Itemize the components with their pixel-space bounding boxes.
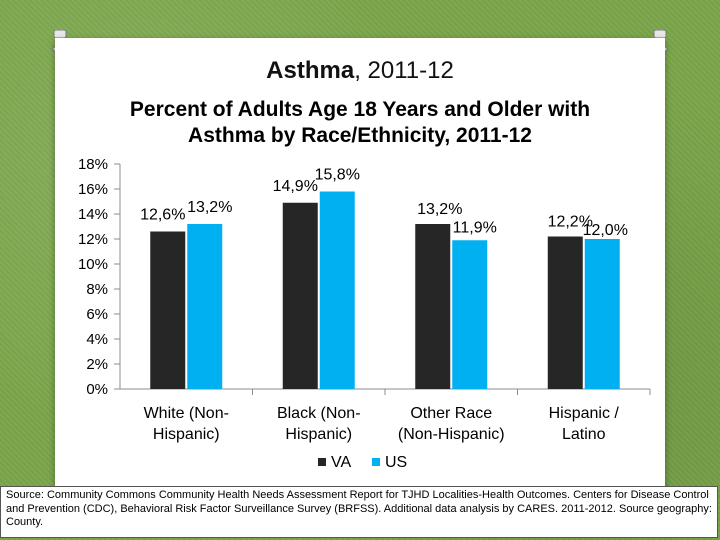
slide-title-main: Asthma [266,57,355,84]
bar-va [150,231,186,389]
y-tick-label: 10% [78,256,108,273]
y-tick-label: 12% [78,231,108,248]
bar-va [547,236,583,389]
category-label: Hispanic / [549,405,620,422]
slide-title: Asthma, 2011-12 [0,57,720,85]
data-label-us: 11,9% [453,219,497,236]
y-tick-label: 8% [86,281,108,298]
data-label-va: 12,6% [140,207,185,224]
y-tick-label: 16% [78,181,108,198]
chart-title: Percent of Adults Age 18 Years and Older… [110,97,610,149]
legend-label-us: US [385,454,407,471]
data-label-us: 12,0% [583,222,628,239]
bar-va [415,224,451,389]
bar-chart: 0%2%4%6%8%10%12%14%16%18% 12,6% 13,2%14,9… [78,156,651,471]
category-label: Other Race [410,405,492,422]
data-label-va: 12,2% [548,214,593,231]
chart-title-line-1: Percent of Adults Age 18 Years and Older… [129,98,591,121]
data-label-va: 14,9% [273,178,318,195]
category-label: (Non-Hispanic) [398,426,505,443]
legend-label-va: VA [331,454,351,471]
bar-va [282,202,318,389]
data-label-us: 15,8% [315,167,360,184]
slide-title-years: , 2011-12 [354,57,454,84]
source-note: Source: Community Commons Community Heal… [0,486,718,538]
y-tick-label: 0% [86,381,108,398]
category-label: Hispanic) [285,426,352,443]
category-label: Black (Non- [277,405,361,422]
bar-us [319,191,355,389]
category-label: Hispanic) [153,426,220,443]
data-label-us: 13,2% [187,199,232,216]
legend-swatch-us [372,458,380,466]
chart-title-line-2: Asthma by Race/Ethnicity, 2011-12 [188,124,532,147]
y-tick-label: 18% [78,156,108,173]
bar-us [584,239,620,389]
bar-us [187,224,223,389]
bar-us [452,240,488,389]
y-tick-label: 4% [86,331,108,348]
category-label: White (Non- [144,405,229,422]
y-tick-label: 6% [86,306,108,323]
category-label: Latino [562,426,606,443]
y-tick-label: 14% [78,206,108,223]
y-tick-label: 2% [86,356,108,373]
data-label-va: 13,2% [417,201,462,218]
legend-swatch-va [318,458,326,466]
